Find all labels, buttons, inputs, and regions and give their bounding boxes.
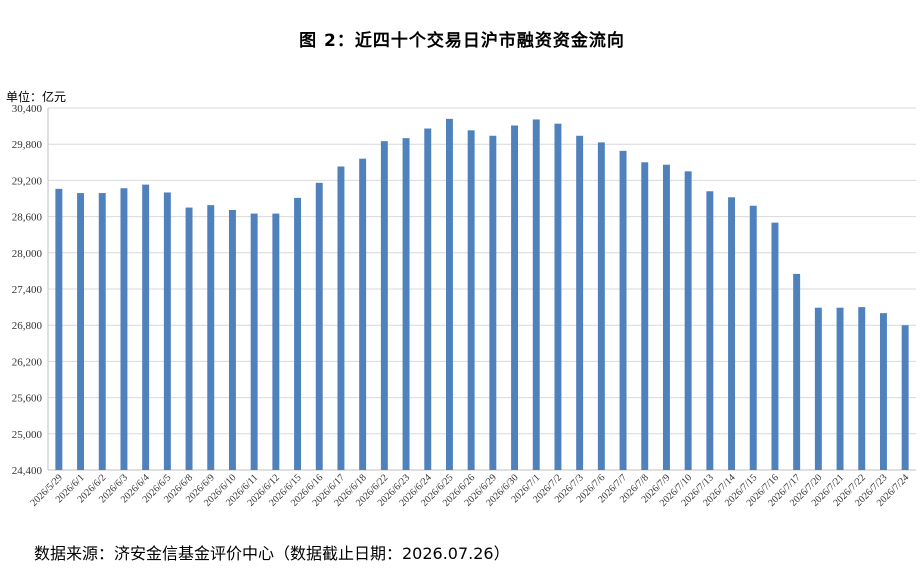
bar: [77, 193, 85, 470]
y-tick-label: 28,600: [12, 212, 43, 224]
bar: [641, 162, 649, 471]
bar: [445, 118, 453, 471]
bar: [554, 123, 562, 470]
bar: [402, 138, 410, 470]
bar: [380, 141, 388, 470]
bar: [879, 313, 887, 470]
y-tick-label: 30,400: [12, 103, 43, 115]
bar: [228, 209, 236, 471]
y-tick-label: 25,600: [12, 393, 43, 405]
bar: [55, 188, 63, 470]
bar: [467, 130, 475, 470]
y-tick-label: 29,200: [12, 175, 43, 187]
y-tick-label: 25,000: [12, 429, 43, 441]
bar: [511, 125, 519, 470]
y-tick-label: 26,200: [12, 356, 43, 368]
bar: [662, 164, 670, 471]
bar: [619, 150, 627, 470]
bar: [728, 197, 736, 470]
bar: [836, 307, 844, 470]
bar: [163, 192, 171, 470]
bar: [901, 325, 909, 470]
bar-chart: 24,400 25,000 25,600 26,200 26,800 27,400 28,0…: [12, 103, 916, 509]
bar: [250, 213, 258, 471]
y-tick-label: 26,800: [12, 320, 43, 332]
bar: [337, 166, 345, 471]
y-axis-unit-label: 单位：亿元: [6, 90, 67, 104]
bar: [771, 222, 779, 470]
bar: [272, 213, 280, 471]
bar: [532, 119, 540, 471]
bar: [424, 128, 432, 470]
bar: [207, 205, 215, 471]
bar: [120, 188, 128, 470]
y-tick-label: 29,800: [12, 139, 43, 151]
bar: [359, 158, 367, 470]
bar: [706, 191, 714, 470]
bar: [793, 273, 801, 470]
bar: [489, 135, 497, 470]
bar: [858, 307, 866, 470]
bar: [814, 307, 822, 470]
bar: [576, 135, 584, 470]
bar: [142, 184, 150, 470]
bar: [597, 142, 605, 470]
chart-title: 图 2：近四十个交易日沪市融资资金流向: [299, 31, 625, 51]
data-source-note: 数据来源：济安金信基金评价中心（数据截止日期：2026.07.26）: [34, 544, 510, 563]
bar: [185, 207, 193, 471]
bar: [684, 171, 692, 470]
y-tick-label: 24,400: [12, 465, 43, 477]
y-tick-label: 27,400: [12, 284, 43, 296]
y-tick-label: 28,000: [12, 248, 43, 260]
bar: [749, 205, 757, 471]
bar: [98, 193, 106, 470]
bar: [315, 182, 323, 470]
bar: [294, 197, 302, 470]
